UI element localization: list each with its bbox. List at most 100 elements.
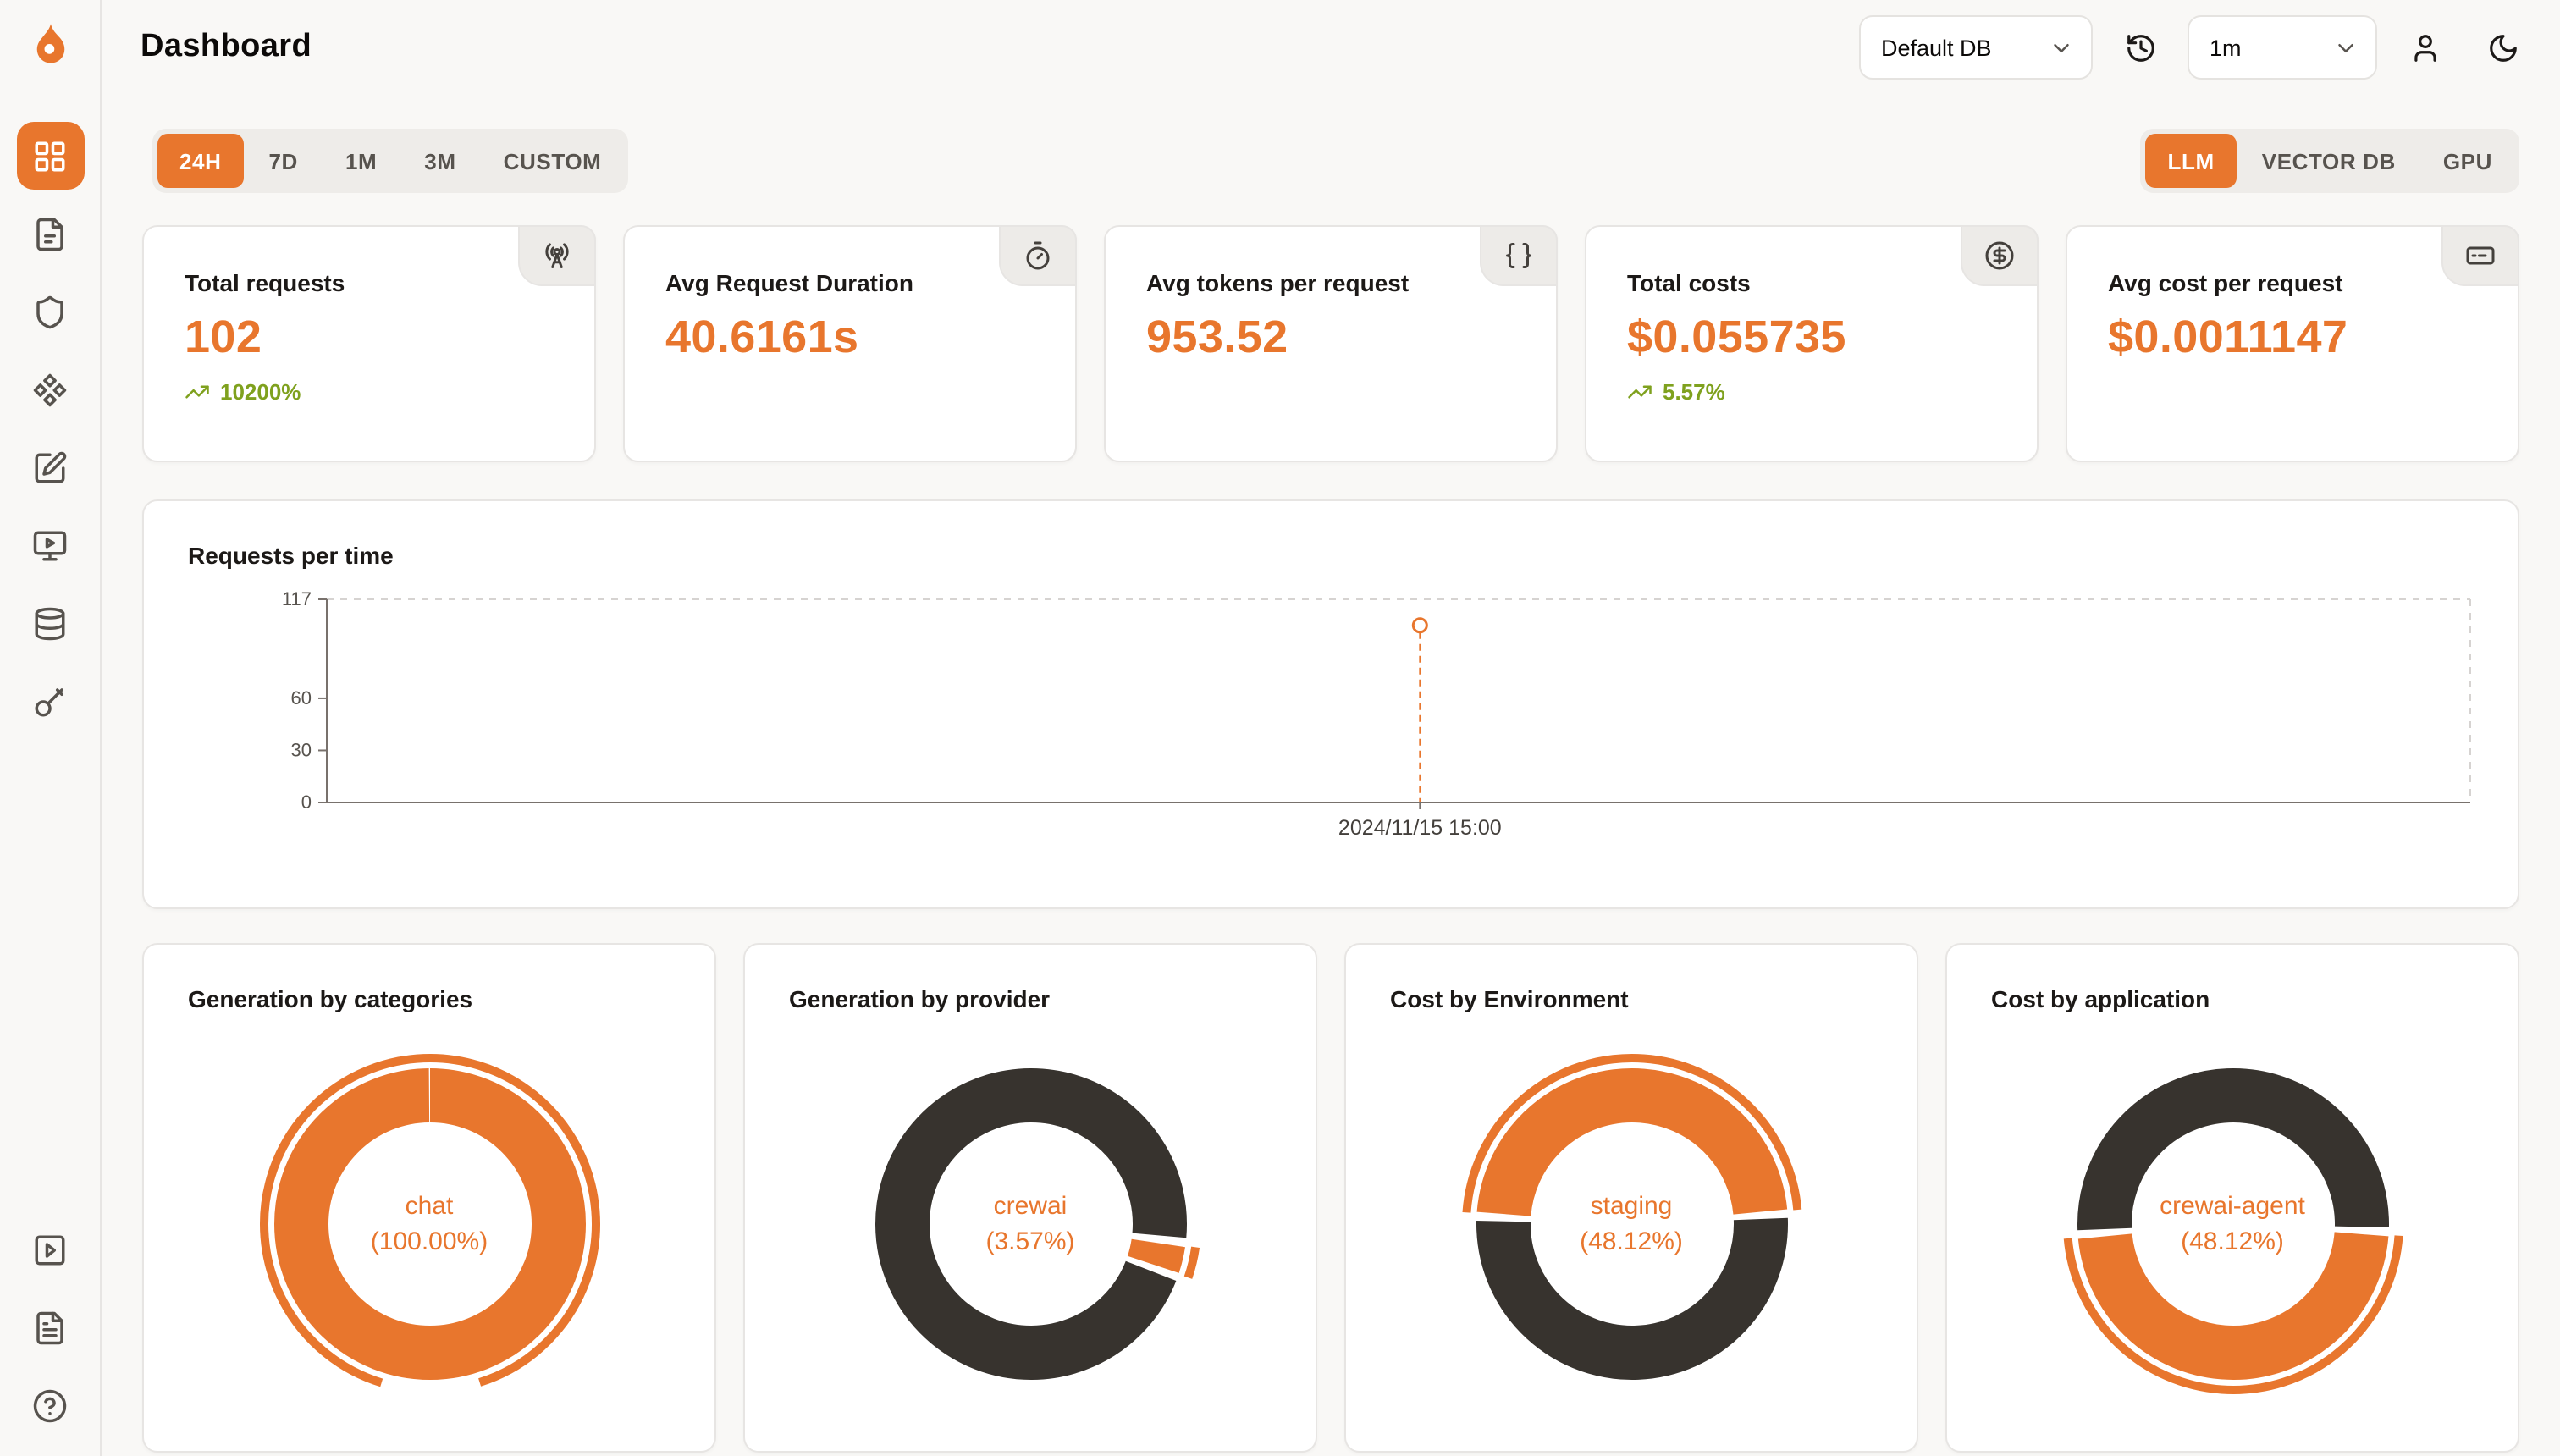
sidebar-item-prompts[interactable]: [16, 433, 84, 501]
sidebar-item-integrations[interactable]: [16, 356, 84, 423]
header-controls: Default DB 1m: [1859, 15, 2533, 80]
refresh-interval-button[interactable]: [2110, 17, 2171, 78]
donut-cards-row: Generation by categories chat (100.00%) …: [142, 943, 2519, 1453]
donut-chart: chat (100.00%): [251, 1046, 607, 1402]
stat-card-total-requests: Total requests 102 10200%: [142, 225, 596, 462]
donut-svg: [1460, 1054, 1801, 1394]
time-range-tabs: 24H 7D 1M 3M CUSTOM: [152, 129, 629, 193]
sidebar-item-requests[interactable]: [16, 200, 84, 267]
sidebar-item-databases[interactable]: [16, 589, 84, 657]
trending-up-icon: [185, 385, 209, 399]
radio-tower-icon: [518, 225, 596, 286]
donut-center-label: crewai-agent (48.12%): [2055, 1046, 2410, 1402]
donut-card-generation-by-provider: Generation by provider crewai (3.57%): [743, 943, 1317, 1453]
key-icon: [35, 687, 63, 716]
donut-card-generation-by-categories: Generation by categories chat (100.00%): [142, 943, 716, 1453]
donut-center-label: crewai (3.57%): [852, 1046, 1208, 1402]
stat-title: Avg tokens per request: [1146, 269, 1410, 296]
stat-value: 40.6161s: [665, 312, 859, 362]
trending-up-icon: [1628, 385, 1652, 399]
svg-text:60: 60: [291, 687, 312, 709]
interval-select[interactable]: 1m: [2188, 15, 2377, 80]
donut-chart: crewai-agent (48.12%): [2055, 1046, 2410, 1402]
file-icon: [36, 217, 63, 251]
stat-card-avg-duration: Avg Request Duration 40.6161s: [623, 225, 1077, 462]
donut-title: Cost by application: [1991, 985, 2210, 1012]
chart-title: Requests per time: [188, 542, 394, 569]
flame-logo-icon: [36, 24, 64, 63]
stat-trend: 5.57%: [1627, 379, 1996, 405]
svg-text:0: 0: [301, 791, 312, 813]
component-icon: [33, 372, 67, 406]
stat-card-total-costs: Total costs $0.055735 5.57%: [1585, 225, 2039, 462]
timer-icon: [999, 225, 1077, 286]
donut-card-cost-by-application: Cost by application crewai-agent (48.12%…: [1945, 943, 2519, 1453]
stat-value: $0.055735: [1627, 312, 1846, 362]
donut-center-name: chat: [405, 1192, 454, 1221]
square-play-icon: [35, 1234, 65, 1265]
donut-center-name: staging: [1590, 1192, 1673, 1221]
stat-trend-value: 10200%: [220, 379, 301, 405]
moon-icon: [2489, 34, 2516, 61]
braces-icon: [1480, 225, 1558, 286]
tab-gpu[interactable]: GPU: [2421, 134, 2514, 188]
requests-line-chart-wrap: 117 60 30 0 2024/11/15 15:00: [188, 588, 2474, 840]
database-select-value: Default DB: [1881, 35, 1992, 60]
sidebar-item-dashboard[interactable]: [16, 122, 84, 190]
sidebar-item-help[interactable]: [16, 1371, 84, 1439]
donut-svg: [2062, 1054, 2403, 1394]
stat-cards-row: Total requests 102 10200% Avg Request Du…: [142, 225, 2519, 462]
donut-title: Generation by categories: [188, 985, 473, 1012]
stat-card-avg-tokens: Avg tokens per request 953.52: [1104, 225, 1558, 462]
stat-title: Avg cost per request: [2108, 269, 2343, 296]
donut-center-label: chat (100.00%): [251, 1046, 607, 1402]
donut-center-name: crewai: [993, 1192, 1068, 1221]
circle-dollar-icon: [1961, 225, 2039, 286]
app-logo[interactable]: [0, 0, 101, 95]
shield-icon: [36, 295, 63, 328]
interval-select-value: 1m: [2210, 35, 2242, 60]
monitor-play-icon: [33, 530, 67, 560]
tab-1m[interactable]: 1M: [323, 134, 399, 188]
tab-24h[interactable]: 24H: [157, 134, 244, 188]
sidebar-item-documentation[interactable]: [16, 1293, 84, 1361]
donut-title: Generation by provider: [789, 985, 1051, 1012]
file-text-icon: [36, 1310, 63, 1344]
chevron-down-icon: [2054, 43, 2069, 52]
source-tabs: LLM VECTOR DB GPU: [2140, 129, 2519, 193]
sidebar-item-playground[interactable]: [16, 511, 84, 579]
stat-value: $0.0011147: [2108, 312, 2348, 362]
tab-vector-db[interactable]: VECTOR DB: [2240, 134, 2418, 188]
donut-center-percent: (100.00%): [370, 1227, 488, 1256]
user-icon: [2414, 34, 2436, 61]
wallet-card-icon: [2441, 225, 2519, 286]
sidebar-item-getting-started[interactable]: [16, 1216, 84, 1283]
stat-title: Avg Request Duration: [665, 269, 913, 296]
profile-button[interactable]: [2394, 17, 2455, 78]
svg-text:117: 117: [282, 589, 312, 609]
tab-7d[interactable]: 7D: [247, 134, 320, 188]
stat-card-avg-cost: Avg cost per request $0.0011147: [2066, 225, 2519, 462]
stat-trend: 10200%: [185, 379, 554, 405]
tab-custom[interactable]: CUSTOM: [482, 134, 624, 188]
sidebar-footer-nav: [16, 1216, 84, 1439]
theme-toggle-button[interactable]: [2472, 17, 2533, 78]
layout-grid-icon: [35, 141, 65, 171]
sidebar: [0, 0, 102, 1456]
requests-per-time-card: Requests per time 117 60 30 0 2024/11/15 15…: [142, 499, 2519, 909]
donut-center-percent: (48.12%): [2181, 1227, 2284, 1256]
history-icon: [2127, 34, 2154, 61]
tab-llm[interactable]: LLM: [2145, 134, 2237, 188]
square-pen-icon: [35, 450, 67, 483]
chevron-down-icon: [2338, 43, 2353, 52]
tab-3m[interactable]: 3M: [402, 134, 477, 188]
database-select[interactable]: Default DB: [1859, 15, 2093, 80]
donut-chart: crewai (3.57%): [852, 1046, 1208, 1402]
sidebar-item-exceptions[interactable]: [16, 278, 84, 345]
sidebar-item-api-keys[interactable]: [16, 667, 84, 735]
header: Dashboard Default DB 1m: [102, 0, 2560, 95]
stat-title: Total costs: [1627, 269, 1751, 296]
donut-center-name: crewai-agent: [2160, 1192, 2305, 1221]
donut-chart: staging (48.12%): [1454, 1046, 1809, 1402]
circle-help-icon: [33, 1388, 67, 1422]
